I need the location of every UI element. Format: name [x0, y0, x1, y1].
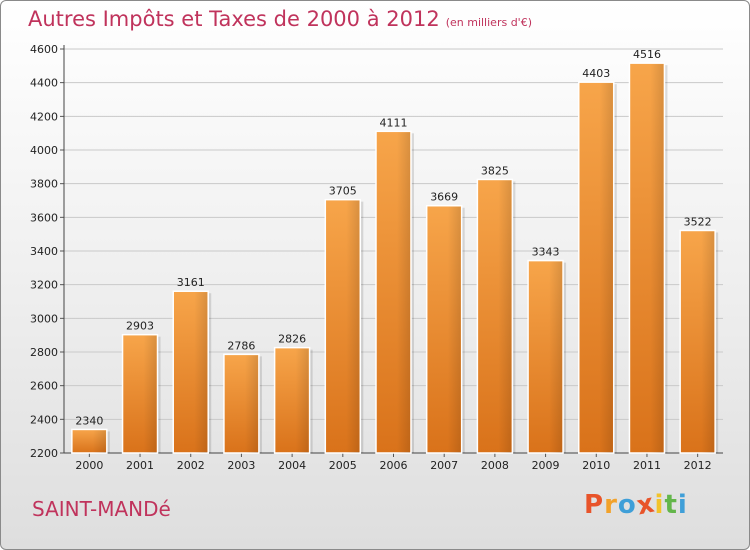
- axis-layer: 2200 2400 2600 2800 3000 3200 3400 3600 3800 4000…: [30, 43, 723, 472]
- y-tick-label: 4600: [30, 43, 58, 56]
- x-tick-label: 2008: [481, 459, 509, 472]
- city-name: SAINT-MANDé: [32, 497, 171, 521]
- data-label-2009: 3343: [532, 246, 560, 259]
- x-tick-label: 2004: [278, 459, 306, 472]
- data-label-2000: 2340: [75, 414, 103, 427]
- label-layer: 2340 2903 3161 2786 2826 3705 4111 3669 3825 3343…: [75, 48, 711, 427]
- bar-shade: [194, 292, 208, 453]
- x-tick-label: 2010: [582, 459, 610, 472]
- logo-letter: i: [677, 490, 688, 520]
- x-tick-label: 2001: [126, 459, 154, 472]
- x-tick-label: 2005: [329, 459, 357, 472]
- logo-letter: i: [654, 490, 665, 520]
- x-tick-label: 2011: [633, 459, 661, 472]
- chart-title: Autres Impôts et Taxes de 2000 à 2012 (en…: [28, 7, 532, 31]
- data-label-2011: 4516: [633, 48, 661, 61]
- y-tick-label: 3400: [30, 245, 58, 258]
- data-label-2007: 3669: [430, 191, 458, 204]
- data-label-2012: 3522: [684, 215, 712, 228]
- y-tick-label: 2400: [30, 413, 58, 426]
- y-tick-label: 4000: [30, 144, 58, 157]
- x-tick-label: 2007: [430, 459, 458, 472]
- x-tick-label: 2012: [684, 459, 712, 472]
- logo-letter: o: [617, 490, 637, 520]
- y-tick-label: 4200: [30, 110, 58, 123]
- bar-shade: [650, 64, 664, 453]
- data-label-2008: 3825: [481, 164, 509, 177]
- proxiti-logo: Proxiti: [584, 488, 688, 521]
- data-label-2001: 2903: [126, 320, 154, 333]
- bar-layer: [71, 62, 719, 454]
- y-tick-label: 2800: [30, 346, 58, 359]
- bar-shade: [244, 355, 258, 453]
- bar-shade: [143, 335, 157, 453]
- chart-title-text: Autres Impôts et Taxes de 2000 à 2012: [28, 7, 440, 31]
- y-tick-label: 3200: [30, 279, 58, 292]
- data-label-2004: 2826: [278, 333, 306, 346]
- y-tick-label: 3800: [30, 178, 58, 191]
- logo-letter: t: [664, 490, 678, 520]
- bar-shade: [599, 83, 613, 453]
- logo-letter: P: [584, 490, 605, 520]
- x-tick-label: 2000: [75, 459, 103, 472]
- data-label-2003: 2786: [227, 339, 255, 352]
- bar-shade: [701, 231, 715, 453]
- logo-letter: r: [604, 490, 618, 520]
- bar-shade: [447, 206, 461, 453]
- data-label-2010: 4403: [582, 67, 610, 80]
- bar-shade: [549, 261, 563, 453]
- bar-shade: [498, 180, 512, 454]
- data-label-2006: 4111: [380, 116, 408, 129]
- bar-shade: [346, 200, 360, 453]
- y-tick-label: 4400: [30, 77, 58, 90]
- bar-shade: [397, 132, 410, 453]
- chart-unit: (en milliers d'€): [445, 16, 532, 29]
- y-tick-label: 3000: [30, 312, 58, 325]
- data-label-2005: 3705: [329, 185, 357, 198]
- x-tick-label: 2002: [177, 459, 205, 472]
- x-tick-label: 2009: [532, 459, 560, 472]
- data-label-2002: 3161: [177, 276, 205, 289]
- bar-shade: [92, 430, 106, 453]
- x-tick-label: 2003: [227, 459, 255, 472]
- bar-shade: [295, 348, 309, 453]
- x-tick-label: 2006: [380, 459, 408, 472]
- y-tick-label: 3600: [30, 211, 58, 224]
- y-tick-label: 2200: [30, 447, 58, 460]
- y-tick-label: 2600: [30, 380, 58, 393]
